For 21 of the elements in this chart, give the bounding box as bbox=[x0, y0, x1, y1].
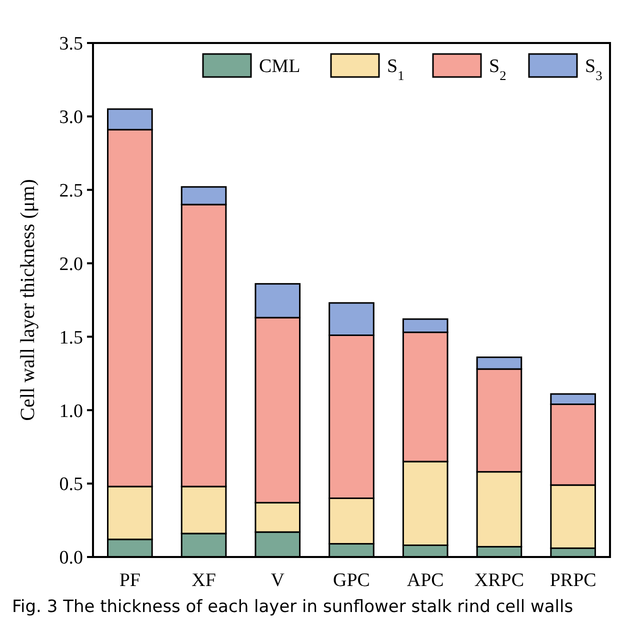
y-axis-title: Cell wall layer thickness (μm) bbox=[17, 179, 39, 421]
y-tick-label: 2.0 bbox=[59, 254, 83, 275]
legend-label: S$_{3}$ bbox=[585, 56, 603, 82]
legend-label: S$_{2}$ bbox=[489, 56, 506, 82]
legend-label: CML bbox=[259, 56, 300, 77]
x-tick-label: PF bbox=[119, 570, 140, 591]
y-tick-label: 1.0 bbox=[59, 400, 83, 422]
caption: Fig. 3 The thickness of each layer in sunflower stalk rind cell walls bbox=[12, 597, 574, 617]
legend-label: S$_{1}$ bbox=[387, 56, 404, 82]
y-tick-label: 0.0 bbox=[59, 548, 83, 569]
y-tick-label: 0.5 bbox=[59, 474, 83, 496]
x-tick-label: XRPC bbox=[474, 570, 524, 591]
y-tick-label: 3.5 bbox=[59, 34, 83, 55]
y-tick-label: 3.0 bbox=[59, 107, 83, 128]
x-tick-label: APC bbox=[406, 570, 444, 591]
x-tick-label: PRPC bbox=[550, 570, 596, 591]
x-tick-label: XF bbox=[192, 570, 216, 591]
y-tick-label: 2.5 bbox=[59, 180, 83, 202]
y-tick-label: 1.5 bbox=[59, 327, 83, 348]
x-tick-label: GPC bbox=[333, 570, 370, 591]
x-tick-label: V bbox=[270, 570, 285, 591]
